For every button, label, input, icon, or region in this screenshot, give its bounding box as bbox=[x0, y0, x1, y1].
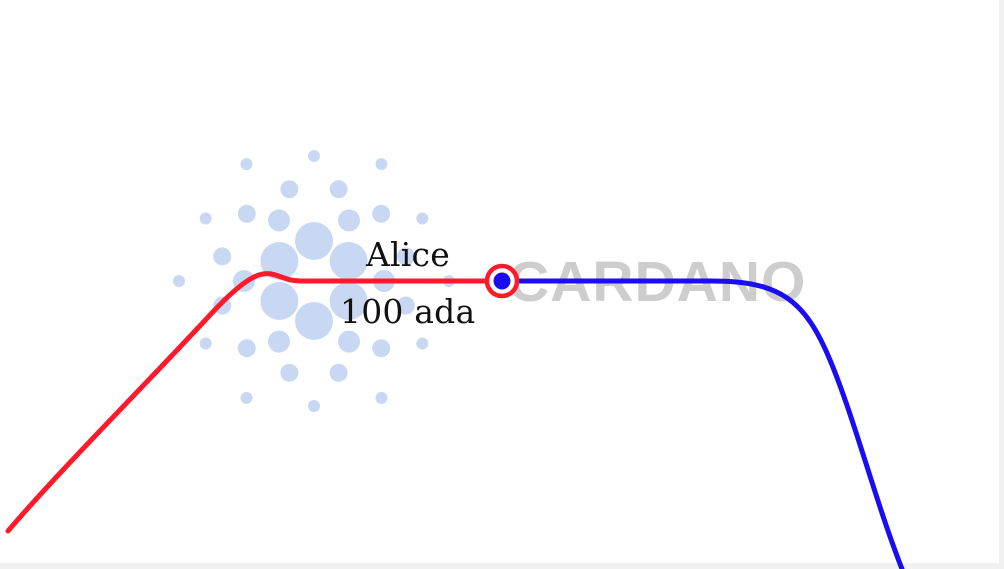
cardano-logo-dot bbox=[329, 180, 348, 199]
cardano-logo-dot bbox=[372, 339, 391, 358]
cardano-logo-dot bbox=[396, 247, 415, 266]
cardano-logo-dot bbox=[329, 282, 368, 320]
cardano-logo-dot bbox=[237, 339, 256, 358]
frame-right-edge bbox=[999, 0, 1004, 569]
cardano-logo-dot bbox=[199, 337, 212, 350]
cardano-logo-dot bbox=[308, 150, 320, 162]
cardano-logo-dot bbox=[240, 158, 253, 171]
alice-node bbox=[484, 263, 520, 299]
node-name-label: Alice bbox=[366, 235, 450, 274]
incoming-payment-path bbox=[5, 271, 495, 534]
cardano-logo-dot bbox=[173, 275, 185, 287]
cardano-logo-dot bbox=[280, 180, 299, 199]
cardano-logo-dot bbox=[416, 337, 429, 350]
cardano-logo-dot bbox=[329, 242, 368, 280]
cardano-logo-dot bbox=[375, 158, 388, 171]
cardano-logo-dot bbox=[372, 204, 391, 223]
cardano-logo-dot bbox=[199, 212, 212, 225]
cardano-logo-dot bbox=[280, 363, 299, 382]
cardano-logo-dot bbox=[260, 282, 299, 320]
cardano-logo-dot bbox=[375, 391, 388, 404]
cardano-logo-dot bbox=[396, 296, 415, 315]
cardano-logo-dot bbox=[295, 222, 333, 260]
outgoing-payment-path bbox=[500, 278, 905, 569]
node-center-dot bbox=[493, 272, 511, 290]
cardano-logo-dot bbox=[308, 400, 320, 412]
cardano-logo-dot bbox=[240, 391, 253, 404]
cardano-logo-dot bbox=[338, 209, 360, 232]
cardano-logo-dots bbox=[173, 150, 455, 412]
node-balance-label: 100 ada bbox=[340, 292, 476, 331]
frame-bottom-edge bbox=[0, 563, 1004, 569]
cardano-logo-dot bbox=[416, 212, 429, 225]
cardano-logo-dot bbox=[329, 363, 348, 382]
cardano-logo-dot bbox=[213, 247, 232, 266]
cardano-logo-dot bbox=[268, 330, 290, 353]
cardano-logo-dot bbox=[295, 302, 333, 340]
cardano-logo-dot bbox=[237, 204, 256, 223]
cardano-logo-dot bbox=[260, 242, 299, 280]
cardano-logo-dot bbox=[268, 209, 290, 232]
cardano-logo-dot bbox=[338, 330, 360, 353]
